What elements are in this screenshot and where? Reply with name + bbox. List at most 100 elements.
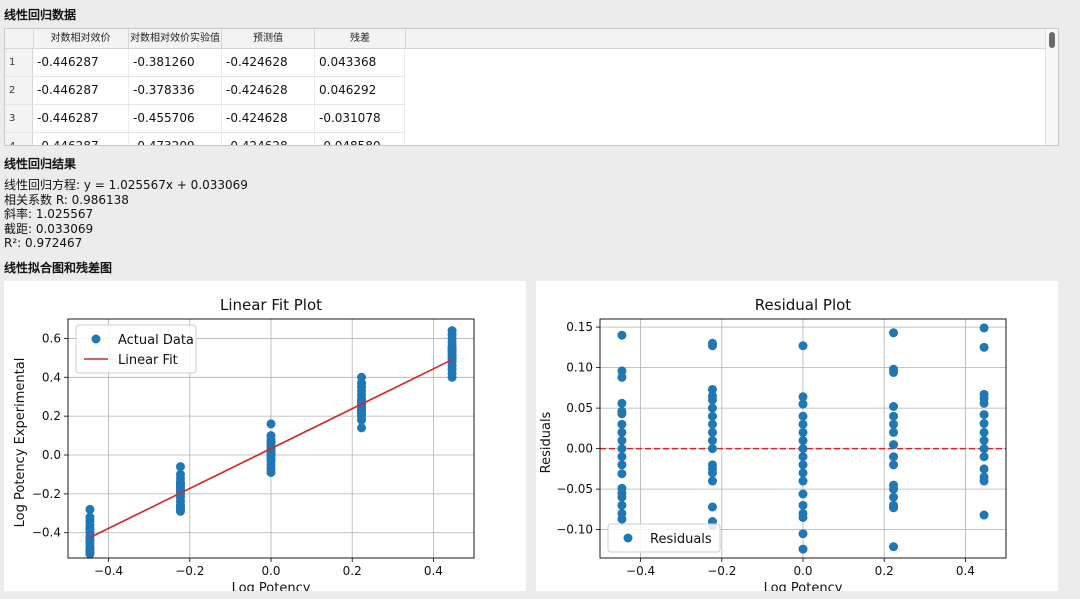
data-point <box>889 419 899 429</box>
y-axis-label: Residuals <box>539 411 554 473</box>
table-row[interactable]: 2 -0.446287 -0.378336 -0.424628 0.046292 <box>5 77 405 105</box>
plot-frame <box>67 318 475 559</box>
results-section-title: 线性回归结果 <box>4 157 77 171</box>
data-point <box>889 460 899 470</box>
x-tick-label: −0.2 <box>175 564 204 578</box>
x-tick-label: −0.4 <box>626 564 655 578</box>
scrollbar-thumb[interactable] <box>1049 32 1055 48</box>
table-cell[interactable]: -0.424628 <box>222 105 315 132</box>
row-number[interactable]: 2 <box>5 77 33 104</box>
x-tick-label: −0.4 <box>94 564 123 578</box>
data-point <box>617 427 627 437</box>
x-tick-label: 0.0 <box>261 564 280 578</box>
data-point <box>617 409 627 419</box>
row-number[interactable]: 4 <box>5 133 33 145</box>
data-point <box>707 419 717 429</box>
data-point <box>617 452 627 462</box>
data-point <box>707 476 717 486</box>
residual-chart: Residual Plot −0.4 −0.2 0.0 0.2 0.4 −0.10 −0.05… <box>539 296 1007 596</box>
y-tick-label: 0.15 <box>566 320 593 334</box>
data-section-title: 线性回归数据 <box>4 8 77 22</box>
data-point <box>707 502 717 512</box>
data-point <box>979 323 989 333</box>
table-cell[interactable]: -0.381260 <box>129 49 222 76</box>
table-cell[interactable]: -0.378336 <box>129 77 222 104</box>
data-point <box>798 500 808 510</box>
data-point <box>889 452 899 462</box>
x-tick-label: 0.2 <box>875 564 894 578</box>
table-cell[interactable]: 0.046292 <box>315 77 405 104</box>
data-point <box>707 395 717 405</box>
data-point <box>175 506 185 516</box>
residual-chart-panel: Residual Plot −0.4 −0.2 0.0 0.2 0.4 −0.10 −0.05… <box>536 281 1058 596</box>
data-point <box>889 401 899 411</box>
table-cell[interactable]: 0.043368 <box>315 49 405 76</box>
data-point <box>798 468 808 478</box>
data-point <box>617 372 627 382</box>
table-cell[interactable]: -0.424628 <box>222 77 315 104</box>
data-point <box>798 460 808 470</box>
data-point <box>357 415 367 425</box>
data-point <box>798 427 808 437</box>
data-point <box>979 510 989 520</box>
table-cell[interactable]: -0.031078 <box>315 105 405 132</box>
data-point <box>979 427 989 437</box>
x-axis-label: Log Potency <box>764 581 843 591</box>
data-point <box>85 504 95 514</box>
table-cell[interactable]: -0.446287 <box>33 133 129 145</box>
regression-equation: 线性回归方程: y = 1.025567x + 0.033069 <box>4 178 248 192</box>
data-point <box>798 419 808 429</box>
data-point <box>707 384 717 394</box>
linear-fit-chart: Linear Fit Plot −0.4 −0.2 0.0 0.2 0.4 −0.4 −0.2… <box>13 296 475 596</box>
data-point <box>798 399 808 409</box>
data-point <box>889 328 899 338</box>
y-tick-label: −0.10 <box>556 523 593 537</box>
table-row[interactable]: 3 -0.446287 -0.455706 -0.424628 -0.03107… <box>5 105 405 133</box>
row-number[interactable]: 3 <box>5 105 33 132</box>
data-point <box>357 423 367 433</box>
column-header-residual[interactable]: 残差 <box>315 29 406 48</box>
y-tick-label: 0.10 <box>566 361 593 375</box>
data-point <box>798 411 808 421</box>
data-point <box>617 330 627 340</box>
data-point <box>707 427 717 437</box>
data-point <box>889 440 899 450</box>
intercept-value: 截距: 0.033069 <box>4 221 94 236</box>
data-point <box>889 411 899 421</box>
table-row[interactable]: 4 -0.446287 -0.473209 -0.424628 -0.04858… <box>5 133 405 145</box>
chart-title: Linear Fit Plot <box>220 296 322 314</box>
data-point <box>617 398 627 408</box>
table-cell[interactable]: -0.446287 <box>33 49 129 76</box>
y-tick-label: 0.00 <box>566 442 593 456</box>
data-point <box>707 436 717 446</box>
table-cell[interactable]: -0.455706 <box>129 105 222 132</box>
table-row[interactable]: 1 -0.446287 -0.381260 -0.424628 0.043368 <box>5 49 405 77</box>
table-corner[interactable] <box>5 29 34 48</box>
correlation-coefficient: 相关系数 R: 0.986138 <box>4 192 129 207</box>
y-tick-label: 0.0 <box>42 448 61 462</box>
r-squared-value: R²: 0.972467 <box>4 236 83 250</box>
row-number[interactable]: 1 <box>5 49 33 76</box>
vertical-scrollbar[interactable] <box>1045 29 1058 145</box>
column-header-log-potency-experimental[interactable]: 对数相对效价实验值 <box>129 29 222 48</box>
y-tick-label: 0.6 <box>42 331 61 345</box>
data-point <box>707 411 717 421</box>
column-header-log-relative-potency[interactable]: 对数相对效价 <box>33 29 129 48</box>
regression-results: 线性回归方程: y = 1.025567x + 0.033069 相关系数 R:… <box>4 178 248 251</box>
chart-title: Residual Plot <box>755 296 852 314</box>
plot-frame <box>599 318 1007 559</box>
linear-fit-chart-panel: Linear Fit Plot −0.4 −0.2 0.0 0.2 0.4 −0.4 −0.2… <box>4 281 526 596</box>
data-point <box>979 410 989 420</box>
data-point <box>175 462 185 472</box>
table-cell[interactable]: -0.424628 <box>222 133 315 145</box>
table-cell[interactable]: -0.048580 <box>315 133 405 145</box>
column-header-predicted[interactable]: 预测值 <box>222 29 315 48</box>
data-point <box>979 464 989 474</box>
data-point <box>979 444 989 454</box>
table-cell[interactable]: -0.473209 <box>129 133 222 145</box>
table-cell[interactable]: -0.446287 <box>33 77 129 104</box>
y-tick-label: 0.05 <box>566 401 593 415</box>
table-cell[interactable]: -0.424628 <box>222 49 315 76</box>
regression-data-table[interactable]: 对数相对效价 对数相对效价实验值 预测值 残差 1 -0.446287 -0.3… <box>4 28 1059 146</box>
table-cell[interactable]: -0.446287 <box>33 105 129 132</box>
